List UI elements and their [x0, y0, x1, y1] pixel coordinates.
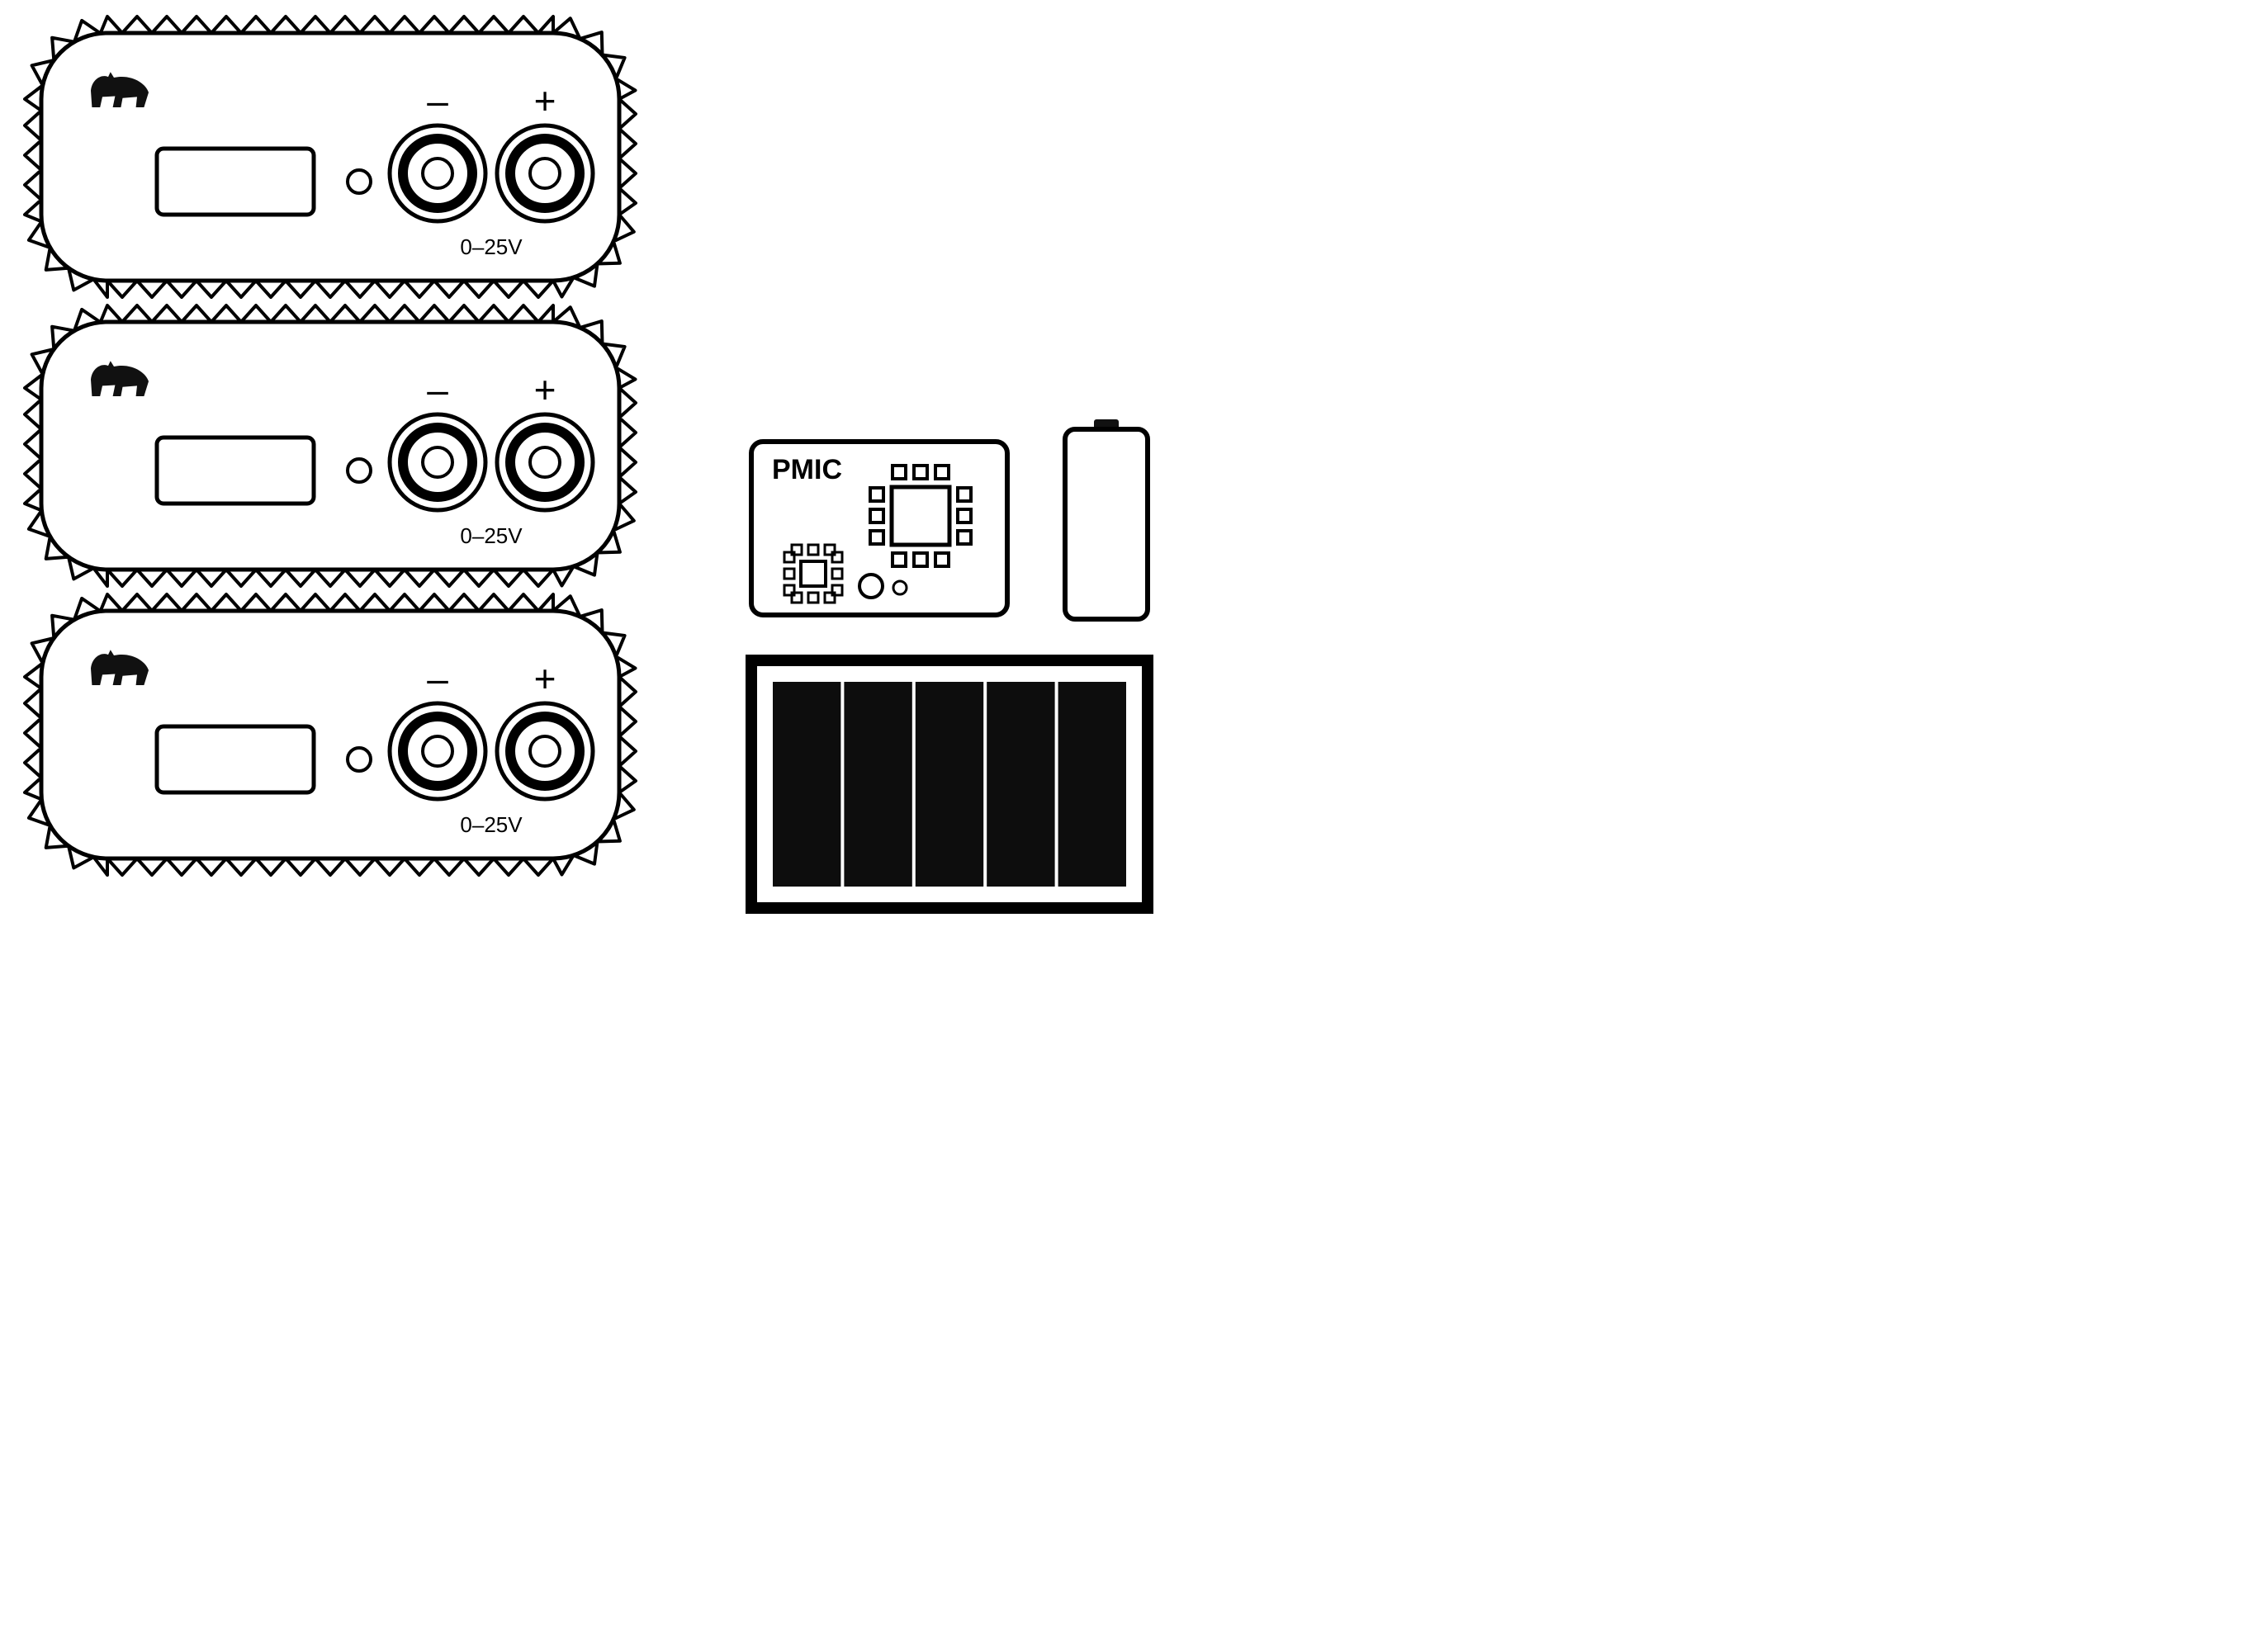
chip-pad	[870, 488, 883, 501]
chip-pad	[870, 509, 883, 523]
voltage-range-label: 0–25V	[460, 812, 523, 837]
mounting-hole	[859, 575, 883, 598]
chip-pad	[914, 553, 927, 566]
chip-pad	[893, 466, 906, 479]
solar-cell	[916, 682, 983, 887]
voltage-range-label: 0–25V	[460, 523, 523, 548]
solar-cell	[844, 682, 911, 887]
plus-label: +	[534, 368, 556, 411]
plus-label: +	[534, 657, 556, 700]
pmic-small-chip	[801, 561, 826, 586]
minus-label: –	[427, 657, 448, 700]
psu-body	[41, 322, 619, 570]
minus-label: –	[427, 368, 448, 411]
solar-cell	[773, 682, 840, 887]
battery-body	[1065, 429, 1148, 619]
chip-pad	[958, 531, 971, 544]
solar-cell	[987, 682, 1054, 887]
psu-body	[41, 33, 619, 281]
solar-panel	[751, 660, 1148, 908]
power-supply: – +0–25V	[25, 305, 636, 586]
chip-pad	[958, 488, 971, 501]
battery	[1065, 419, 1148, 619]
power-supply: – +0–25V	[25, 17, 636, 297]
plus-label: +	[534, 79, 556, 122]
chip-pad	[832, 569, 842, 579]
psu-body	[41, 611, 619, 858]
chip-pad	[784, 569, 794, 579]
chip-pad	[958, 509, 971, 523]
pmic-label: PMIC	[772, 454, 842, 485]
chip-pad	[808, 593, 818, 603]
chip-pad	[935, 553, 949, 566]
voltage-range-label: 0–25V	[460, 234, 523, 259]
pmic-large-chip	[892, 487, 949, 545]
minus-label: –	[427, 79, 448, 122]
power-supply: – +0–25V	[25, 594, 636, 875]
chip-pad	[914, 466, 927, 479]
chip-pad	[935, 466, 949, 479]
mounting-hole	[893, 581, 907, 594]
chip-pad	[870, 531, 883, 544]
pmic-board: PMIC	[751, 442, 1007, 615]
chip-pad	[893, 553, 906, 566]
solar-cell	[1058, 682, 1126, 887]
chip-pad	[808, 545, 818, 555]
